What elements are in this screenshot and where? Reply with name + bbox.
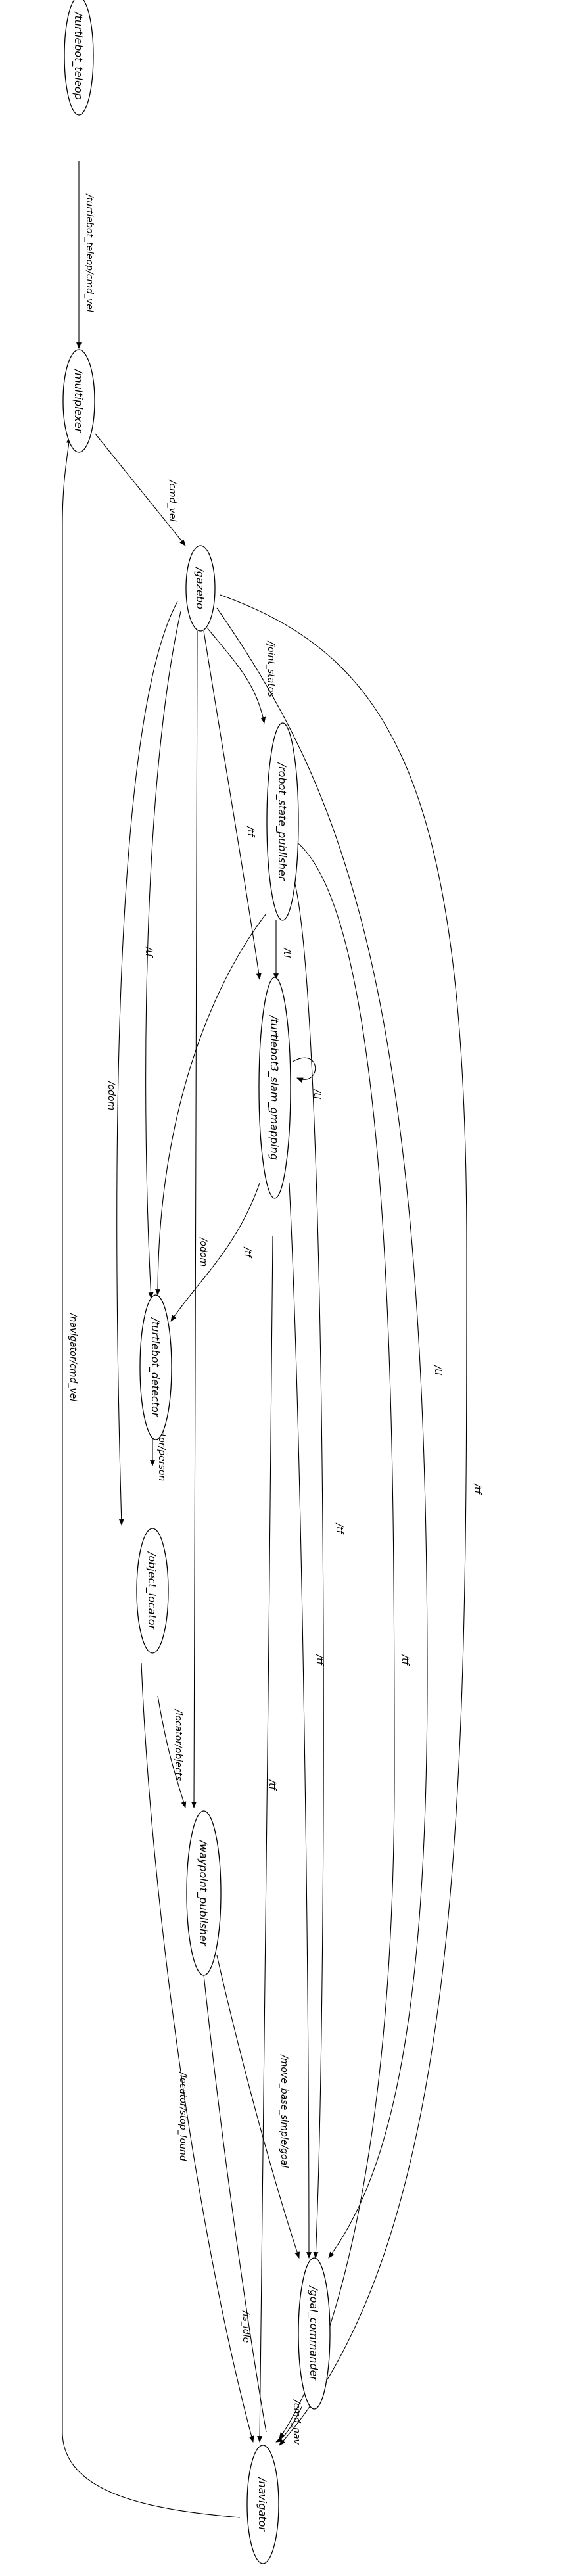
edge-gazebo-to-rsp (206, 627, 266, 724)
edge-label-move-base: /move_base_simple/goal (279, 2053, 289, 2168)
edge-gazebo-to-waypoint (191, 630, 198, 1808)
node-waypoint-publisher-label: /waypoint_publisher (197, 1839, 210, 1947)
edge-label-locator-stop: /locator/stop_found (177, 2071, 188, 2161)
edge-label-cmd-vel: /cmd_vel (167, 479, 177, 522)
edge-slam-to-goal (289, 1183, 312, 2259)
node-turtlebot3-slam-gmapping-label: /turtlebot3_slam_gmapping (268, 1014, 281, 1160)
edge-navigator-to-multiplexer (62, 436, 241, 2518)
node-waypoint-publisher[interactable]: /waypoint_publisher (186, 1810, 222, 1976)
edge-label-tf-slam-navigator: /tf (267, 1778, 277, 1791)
edge-rsp-to-goal (292, 874, 324, 2259)
edge-label-tf-slam-goal: /tf (314, 1653, 325, 1666)
node-multiplexer-label: /multiplexer (72, 368, 85, 434)
edge-navigator-to-waypoint (200, 1961, 267, 2433)
edge-waypoint-to-goal (216, 1955, 300, 2259)
node-turtlebot-teleop-label: /turtlebot_teleop (72, 11, 85, 100)
edge-label-navigator-cmd: /navigator/cmd_vel (68, 1312, 78, 1401)
edge-label-tf-rsp-slam: /tf (281, 947, 292, 959)
edge-slam-self-loop (292, 1057, 316, 1083)
edge-gazebo-to-goal (216, 607, 428, 2259)
edge-rsp-to-navigator (279, 841, 395, 2439)
edge-gazebo-to-detector (145, 611, 181, 1299)
edge-label-odom-gazebo-locator: /odom (106, 1080, 116, 1110)
edge-label-tf-rsp-navigator: /tf (400, 1653, 410, 1666)
edge-locator-to-navigator (141, 1662, 254, 2443)
edge-label-is-idle: /is_idle (241, 2310, 251, 2343)
edge-slam-to-navigator (257, 1235, 273, 2443)
edge-label-tf-gazebo-detector: /tf (143, 945, 154, 958)
node-turtlebot-teleop[interactable]: /turtlebot_teleop (64, 0, 94, 116)
edge-rsp-to-detector (155, 913, 267, 1296)
edge-goal-to-navigator (275, 2405, 303, 2443)
node-turtlebot-detector[interactable]: /turtlebot_detector (139, 1294, 172, 1440)
node-navigator-label: /navigator (256, 2476, 269, 2532)
node-goal-commander[interactable]: /goal_commander (298, 2257, 331, 2410)
node-object-locator[interactable]: /object_locator (136, 1528, 169, 1654)
node-turtlebot-detector-label: /turtlebot_detector (149, 1317, 162, 1418)
edge-label-joint-states: /joint_states (266, 640, 276, 697)
edge-label-locator-objects: /locator/objects (173, 1708, 183, 1781)
node-multiplexer[interactable]: /multiplexer (62, 349, 95, 453)
edge-label-teleop-cmd: /turtlebot_teleop/cmd_vel (84, 193, 95, 312)
node-goal-commander-label: /goal_commander (307, 2285, 320, 2381)
node-robot-state-publisher-label: /robot_state_publisher (275, 762, 289, 881)
edge-locator-to-waypoint (157, 1695, 187, 1808)
edge-label-odom-gazebo-waypoint: /odom (198, 1236, 208, 1267)
edge-label-tf-slam-self: /tf (312, 1088, 322, 1100)
node-navigator[interactable]: /navigator (246, 2445, 279, 2564)
edge-label-tf-gazebo-goal: /tf (433, 1364, 443, 1376)
node-robot-state-publisher[interactable]: /robot_state_publisher (266, 722, 299, 921)
edge-label-tf-gazebo-navigator: /tf (472, 1482, 482, 1495)
edge-slam-to-detector (170, 1183, 260, 1322)
edge-label-tf-rsp-goal: /tf (334, 1522, 344, 1534)
edge-gazebo-to-navigator (220, 594, 467, 2446)
edge-multiplexer-to-gazebo (95, 433, 186, 546)
edge-label-tf-gazebo-slam: /tf (245, 825, 256, 837)
node-turtlebot3-slam-gmapping[interactable]: /turtlebot3_slam_gmapping (258, 977, 291, 1199)
edge-gazebo-to-locator (116, 601, 178, 1526)
node-gazebo-label: /gazebo (194, 566, 206, 609)
edge-label-cmd-nav: /cmd_nav (291, 2399, 302, 2445)
node-object-locator-label: /object_locator (145, 1551, 158, 1631)
edge-gazebo-to-slam (203, 630, 262, 980)
node-gazebo[interactable]: /gazebo (185, 545, 216, 632)
edge-label-tf-slam-detector: /tf (242, 1246, 252, 1258)
